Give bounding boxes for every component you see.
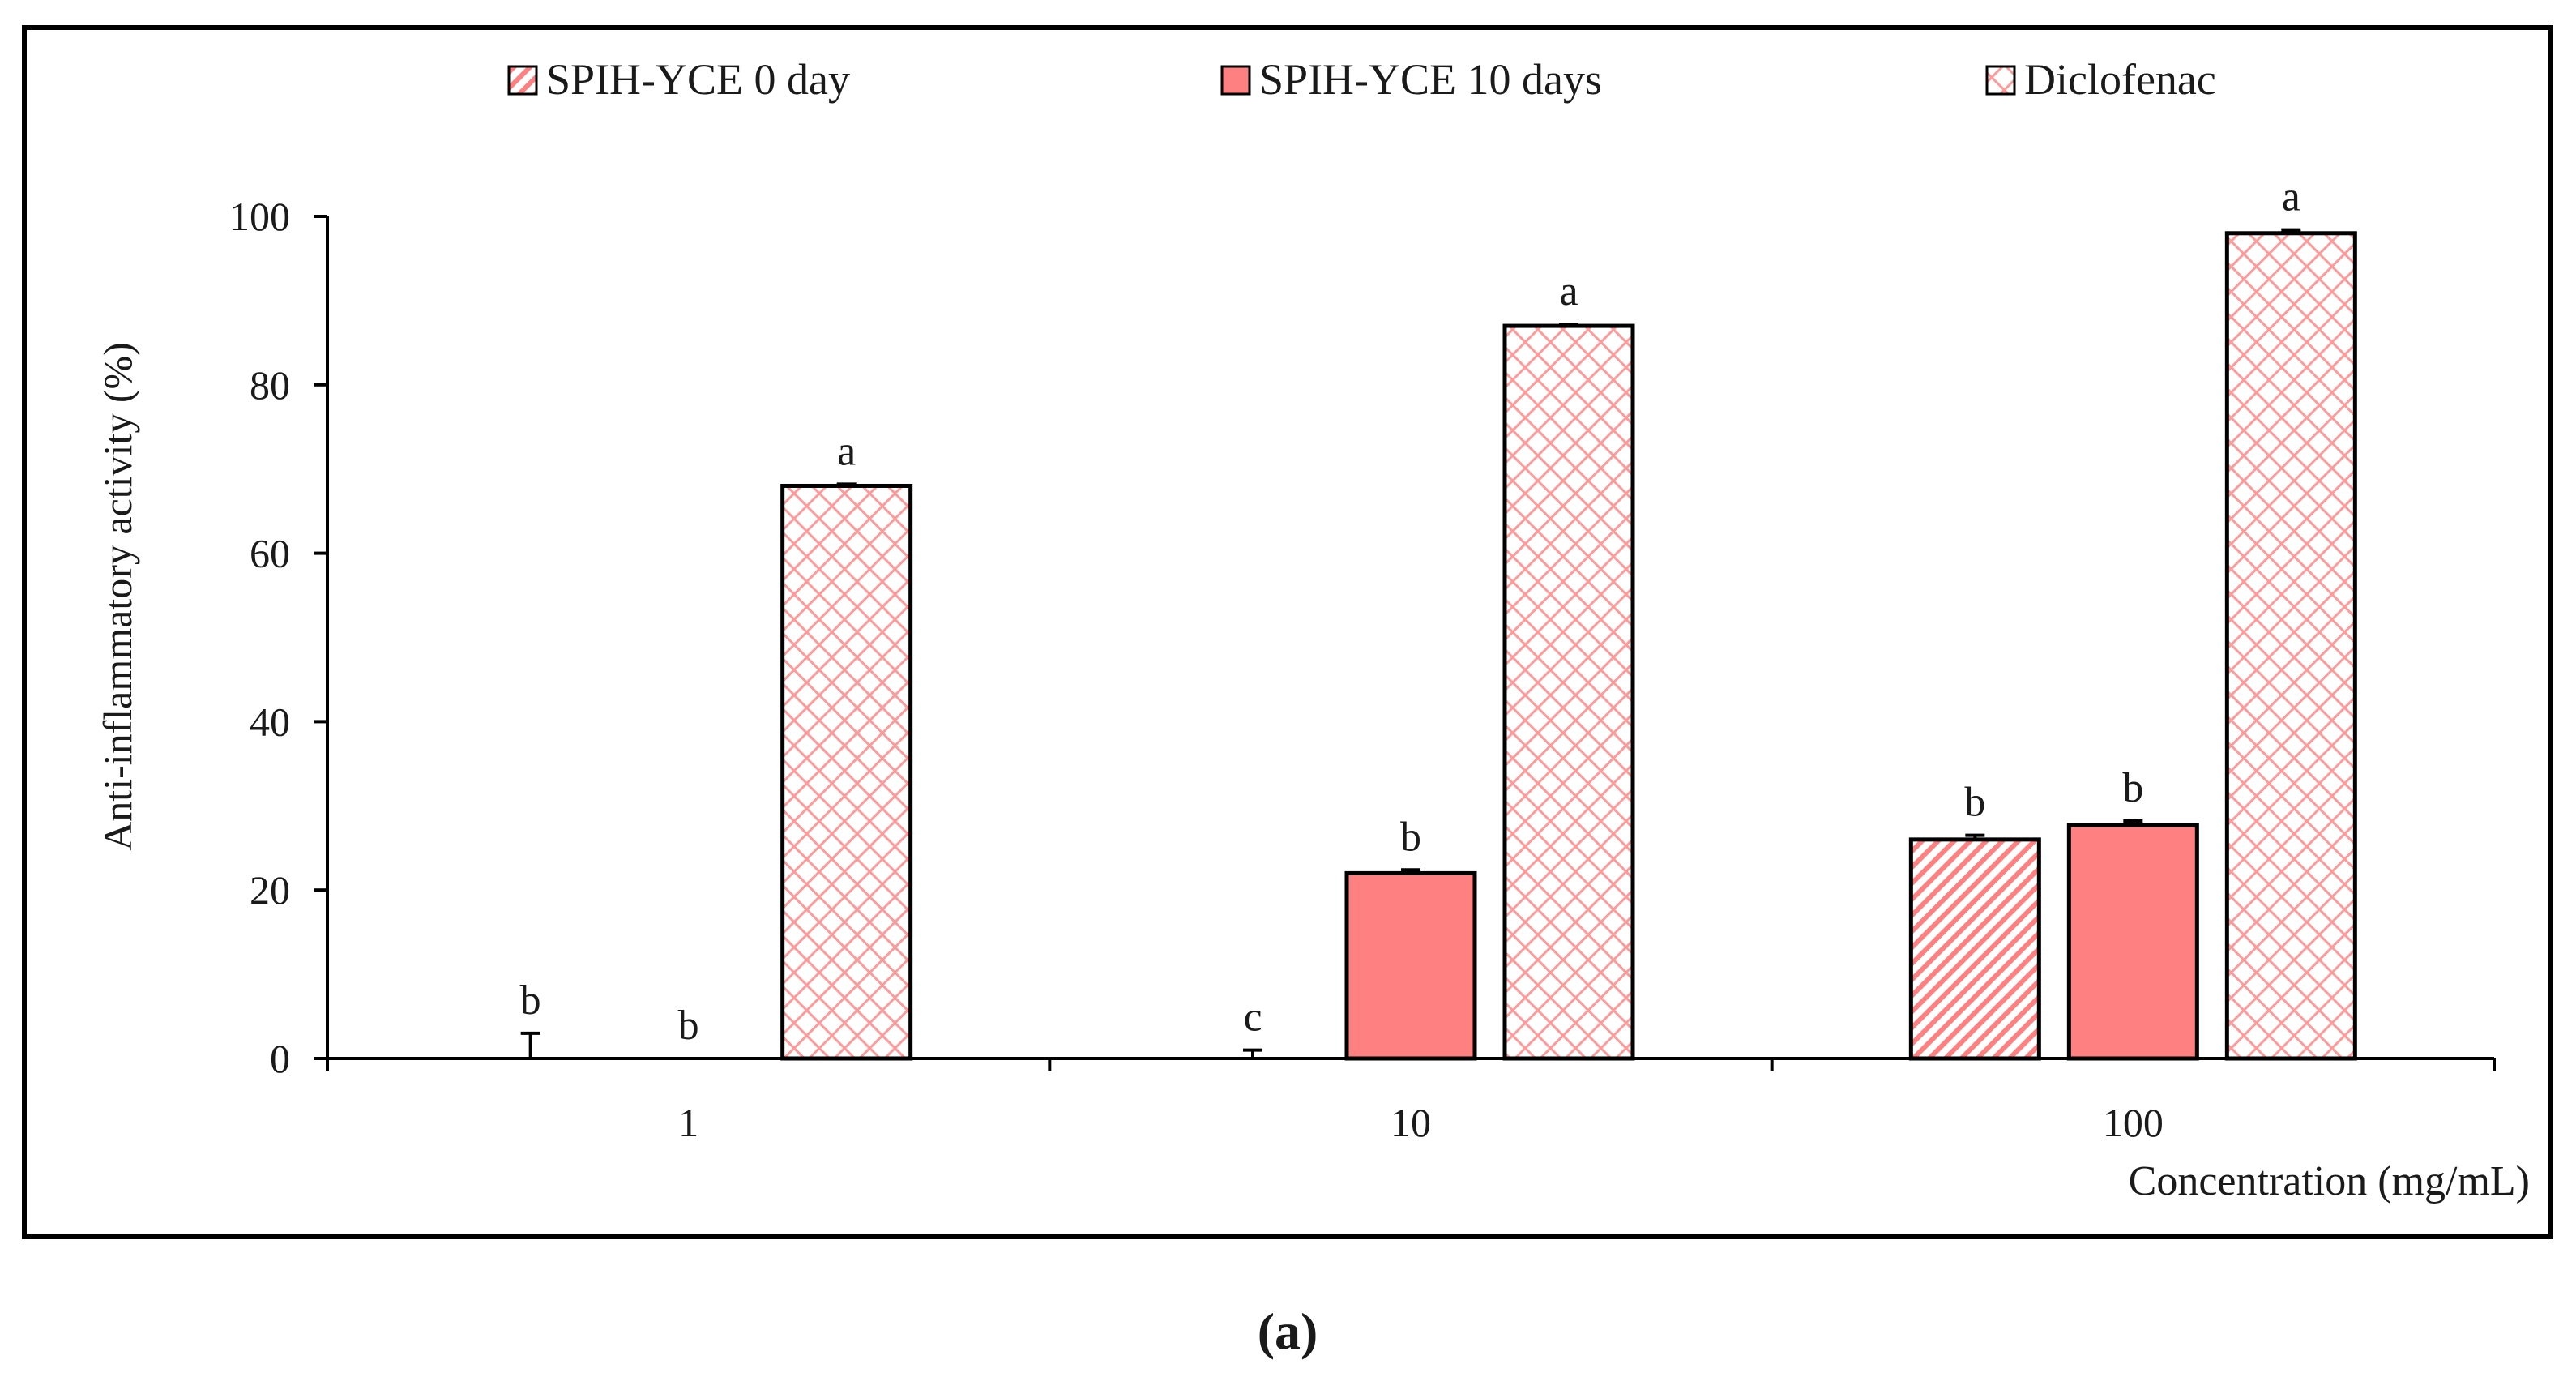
- y-tick-label: 20: [250, 867, 290, 913]
- legend: SPIH-YCE 0 day SPIH-YCE 10 days Diclofenac: [507, 55, 2216, 104]
- legend-label: Diclofenac: [2024, 55, 2216, 104]
- y-tick-label: 0: [270, 1036, 290, 1081]
- legend-label: SPIH-YCE 10 days: [1259, 55, 1602, 104]
- significance-letter: a: [1559, 268, 1578, 314]
- legend-label: SPIH-YCE 0 day: [546, 55, 850, 104]
- x-tick-label: 10: [1391, 1100, 1431, 1145]
- significance-letter: b: [1400, 814, 1421, 860]
- bar: [1502, 323, 1635, 1061]
- x-tick-label: 100: [2103, 1100, 2164, 1145]
- panel-label: (a): [1258, 1302, 1318, 1360]
- y-axis-ticks: 0 20 40 60 80 100: [229, 194, 327, 1081]
- y-axis-label: Anti-inflammatory activity (%): [95, 342, 140, 851]
- y-tick-label: 40: [250, 699, 290, 744]
- bars: b b a c b a b b a: [520, 174, 2357, 1061]
- y-tick-label: 100: [229, 194, 290, 239]
- significance-letter: b: [520, 977, 541, 1024]
- significance-letter: b: [1964, 780, 1985, 826]
- significance-letter: c: [1243, 994, 1262, 1041]
- x-axis-ticks: 1 10 100: [326, 1058, 2496, 1145]
- bar: [780, 483, 913, 1061]
- x-axis-label: Concentration (mg/mL): [2129, 1158, 2530, 1204]
- legend-swatch: [1220, 65, 1251, 96]
- significance-letter: a: [837, 428, 856, 474]
- significance-letter: a: [2282, 174, 2300, 220]
- legend-swatch: [1985, 65, 2016, 96]
- bar: [1908, 837, 2041, 1061]
- significance-letter: b: [678, 1003, 699, 1049]
- bar: [2066, 823, 2199, 1061]
- x-tick-label: 1: [678, 1100, 698, 1145]
- bar: [1344, 870, 1477, 1061]
- y-tick-label: 60: [250, 531, 290, 576]
- bar: [2224, 231, 2357, 1061]
- legend-swatch: [507, 65, 538, 96]
- significance-letter: b: [2122, 765, 2143, 811]
- y-tick-label: 80: [250, 362, 290, 408]
